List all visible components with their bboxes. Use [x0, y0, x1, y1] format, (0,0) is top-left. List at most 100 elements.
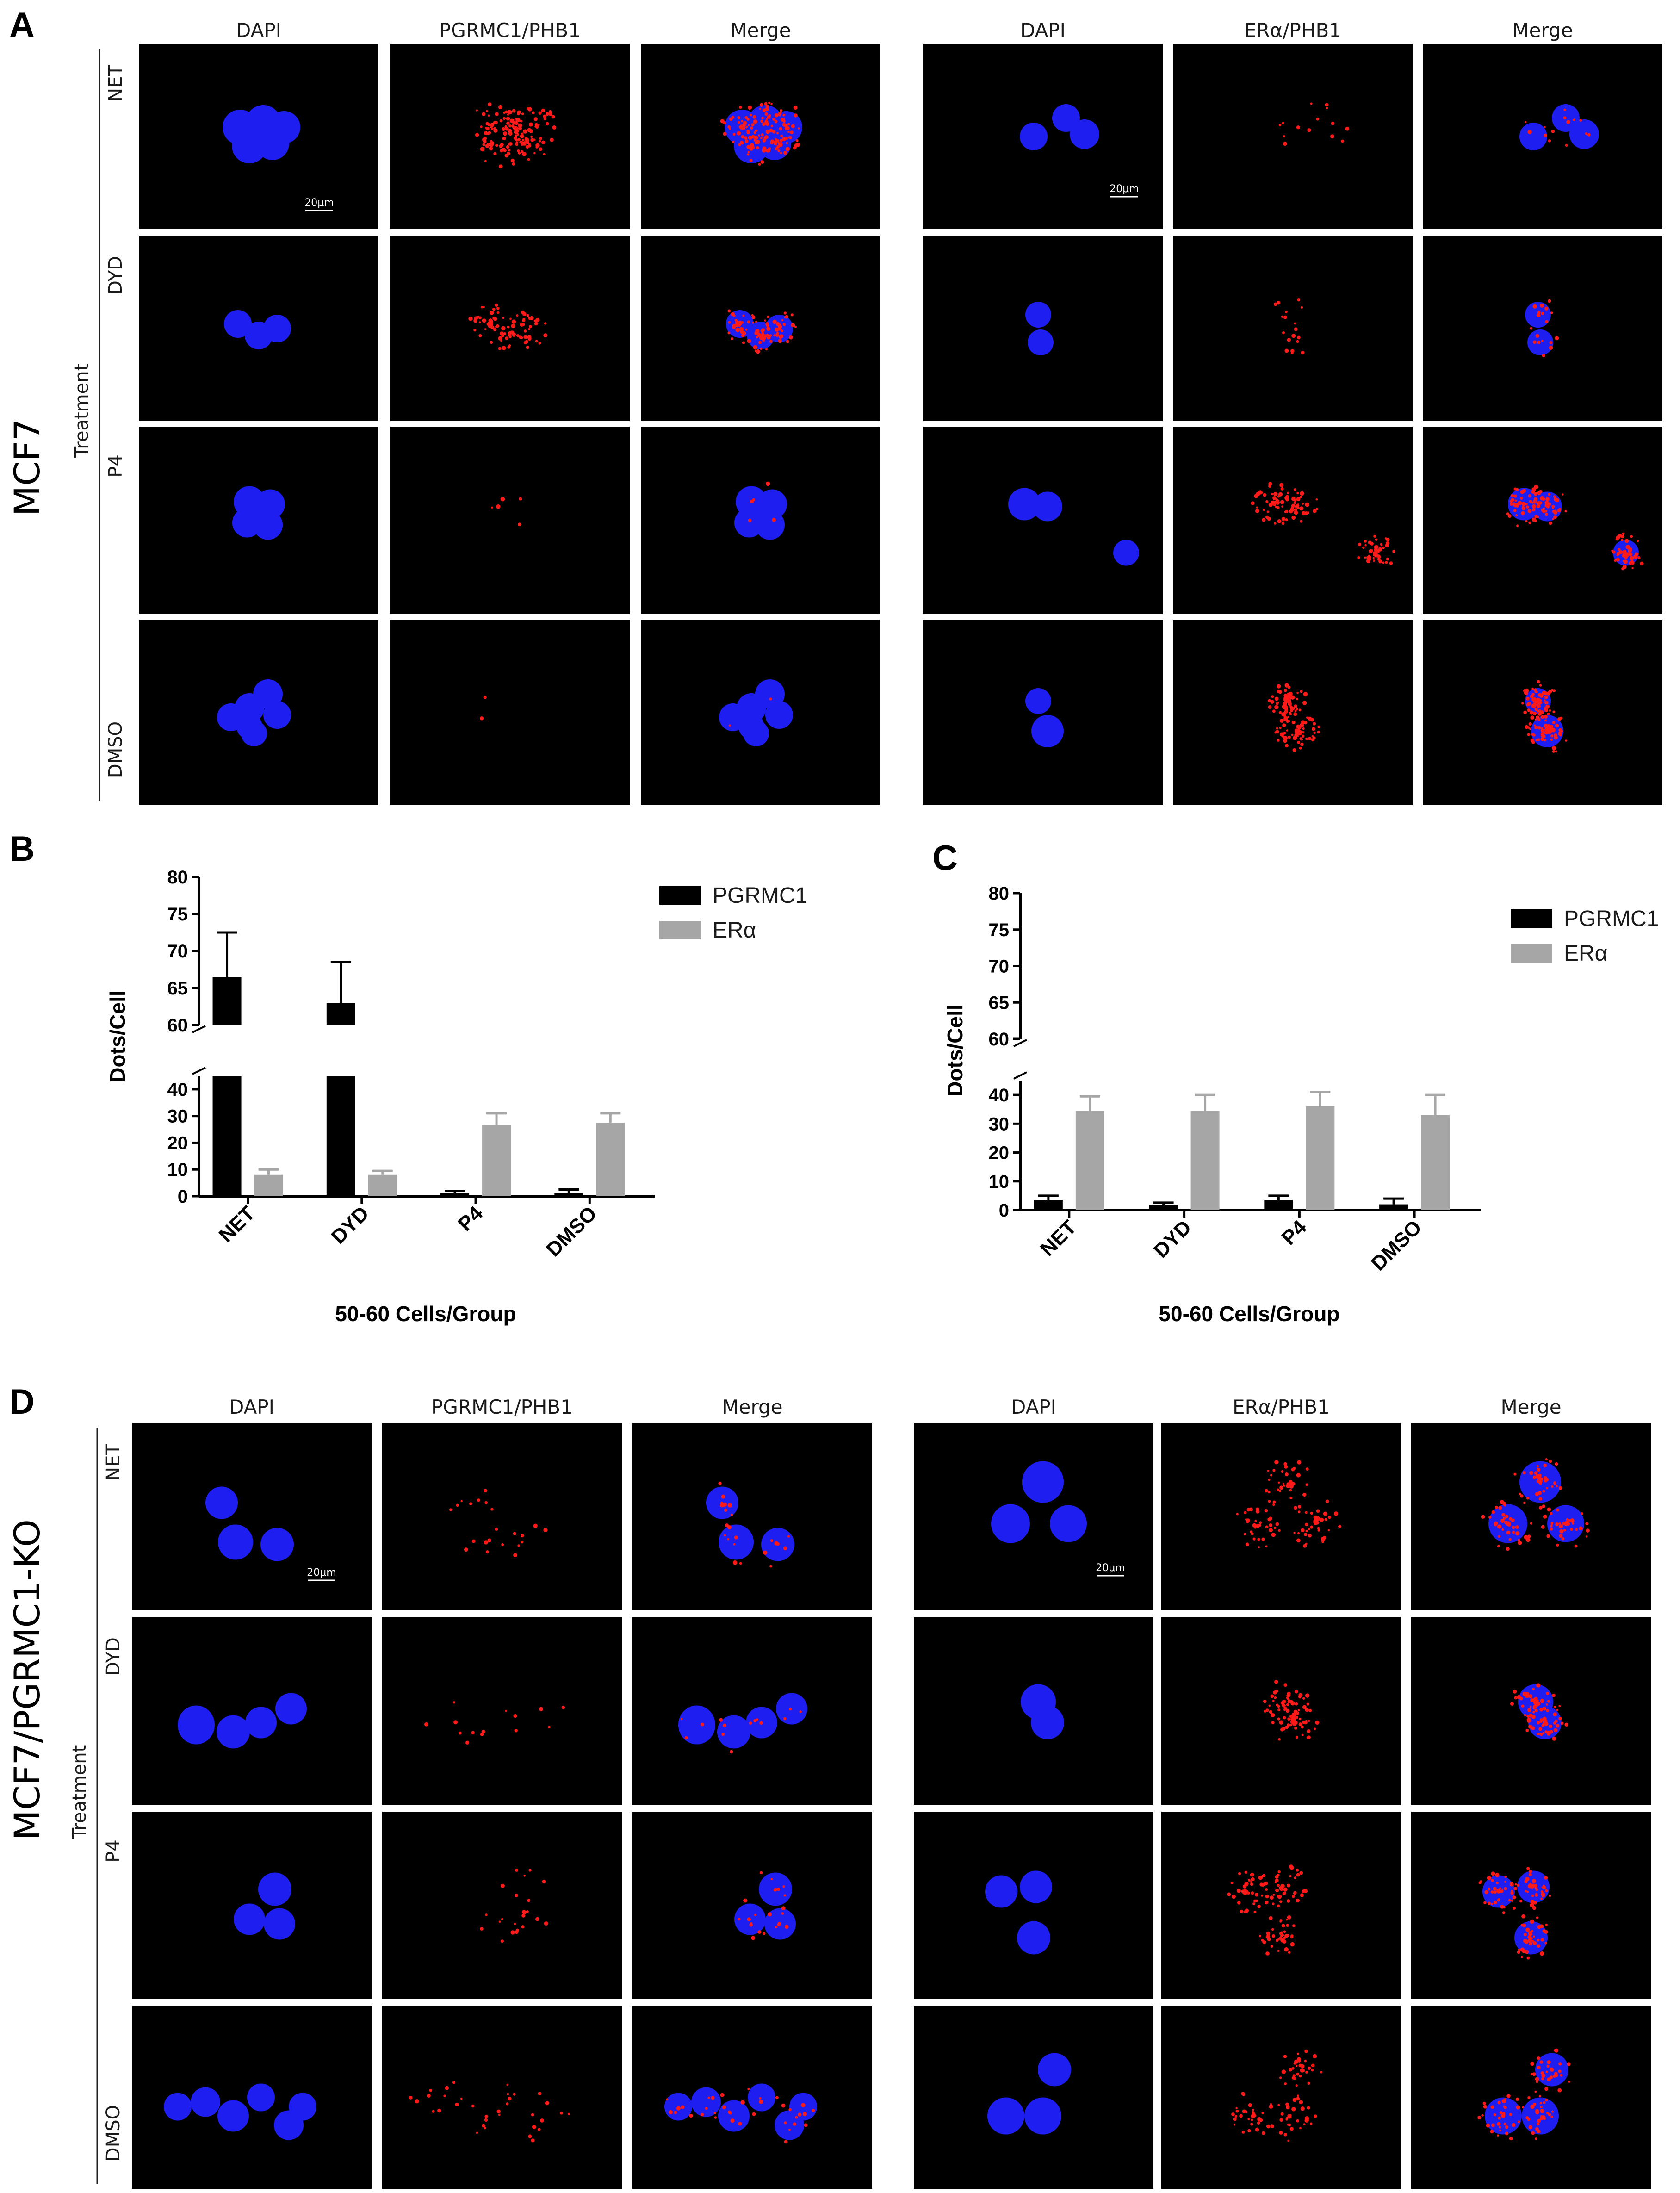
pla-dot	[1556, 1485, 1558, 1487]
pla-dot	[762, 108, 766, 112]
pla-dot	[1553, 1712, 1557, 1716]
pla-dot	[516, 314, 519, 317]
pla-dot	[1319, 1517, 1324, 1522]
pla-dot	[741, 120, 744, 123]
nucleus	[1033, 491, 1062, 522]
pla-dot	[747, 339, 751, 343]
pla-dot	[1288, 720, 1290, 722]
pla-dot	[517, 149, 520, 153]
pla-dot	[1374, 547, 1378, 552]
pla-dot	[1563, 116, 1567, 120]
nucleus	[1025, 688, 1051, 714]
pla-dot	[502, 137, 506, 141]
pla-dot	[1529, 1870, 1532, 1874]
pla-dot	[1325, 103, 1329, 107]
pla-dot	[502, 346, 506, 350]
pla-dot	[1283, 1683, 1288, 1687]
pla-dot	[1246, 1508, 1251, 1512]
pla-dot	[759, 1871, 763, 1875]
pla-dot	[498, 164, 503, 168]
pla-dot	[1263, 1699, 1267, 1703]
pla-dot	[1290, 507, 1295, 512]
pla-dot	[548, 112, 553, 116]
pla-dot	[494, 303, 498, 307]
pla-dot	[495, 112, 499, 116]
pla-dot	[1316, 117, 1319, 121]
pla-dot	[724, 1508, 727, 1512]
pla-dot	[517, 1544, 520, 1547]
pla-dot	[793, 146, 797, 150]
pla-dot	[1527, 1884, 1532, 1889]
pla-dot	[1325, 1499, 1329, 1503]
panel-a-micrographs: DAPI PGRMC1/PHB1 Merge DAPI ERα/PHB1 MergeTre…	[71, 19, 1662, 805]
pla-dot	[511, 124, 515, 127]
pla-dot	[1261, 1894, 1264, 1897]
pla-dot	[1532, 1906, 1537, 1910]
pla-dot	[701, 1722, 704, 1727]
pla-dot	[1278, 1738, 1281, 1741]
pla-dot	[1299, 2127, 1302, 2130]
pla-dot	[1564, 1722, 1568, 1727]
pla-dot	[1290, 349, 1295, 353]
pla-dot	[1517, 2120, 1520, 2123]
nucleus	[218, 1524, 253, 1560]
pla-dot	[1521, 506, 1526, 510]
channel-header: DAPI	[236, 19, 281, 42]
pla-dot	[1294, 1690, 1298, 1694]
pla-dot	[1552, 507, 1554, 509]
pla-dot	[1281, 712, 1286, 717]
pla-dot	[480, 1733, 484, 1736]
pla-dot	[1624, 539, 1629, 543]
pla-dot	[1538, 1497, 1543, 1501]
pla-dot	[1307, 1729, 1311, 1733]
pla-dot	[720, 1501, 723, 1504]
pla-dot	[1358, 542, 1362, 547]
pla-dot	[482, 318, 486, 323]
pla-dot	[762, 146, 767, 151]
nucleus	[217, 1715, 250, 1749]
pla-dot	[1585, 132, 1588, 135]
pla-dot	[1637, 540, 1639, 542]
pla-dot	[1628, 547, 1632, 551]
bar-erα	[368, 1174, 397, 1196]
micrograph-tile	[390, 427, 630, 614]
pla-dot	[1251, 2118, 1253, 2121]
pla-dot	[506, 2083, 508, 2086]
micrograph-tile	[1173, 427, 1413, 614]
pla-dot	[464, 1547, 468, 1552]
pla-dot	[765, 129, 770, 134]
nucleus	[264, 1908, 295, 1940]
pla-dot	[756, 336, 758, 339]
pla-dot	[1539, 684, 1542, 687]
pla-dot	[1483, 2105, 1488, 2109]
pla-dot	[1311, 735, 1314, 738]
pla-dot	[1297, 503, 1300, 506]
pla-dot	[496, 311, 500, 314]
panel-label-a: A	[9, 6, 35, 45]
pla-dot	[1317, 725, 1320, 729]
pla-dot	[730, 1513, 733, 1516]
pla-dot	[1544, 504, 1548, 508]
pla-dot	[1309, 2122, 1313, 2125]
pla-dot	[1542, 354, 1546, 358]
pla-dot	[1544, 724, 1548, 728]
pla-dot	[774, 1541, 779, 1546]
pla-dot	[520, 1540, 524, 1544]
pla-dot	[1558, 1486, 1562, 1490]
pla-dot	[1532, 504, 1537, 509]
bar-pgrmc1	[326, 1076, 355, 1196]
pla-dot	[1536, 690, 1538, 693]
legend-label: PGRMC1	[713, 883, 807, 908]
pla-dot	[1538, 1506, 1543, 1510]
pla-dot	[1375, 538, 1378, 541]
pla-dot	[763, 1550, 768, 1555]
pla-dot	[1280, 1701, 1284, 1705]
pla-dot	[1563, 108, 1566, 112]
pla-dot	[503, 332, 507, 335]
pla-dot	[732, 325, 736, 329]
pla-dot	[1295, 511, 1298, 514]
pla-dot	[1548, 493, 1551, 496]
pla-dot	[1386, 557, 1389, 561]
